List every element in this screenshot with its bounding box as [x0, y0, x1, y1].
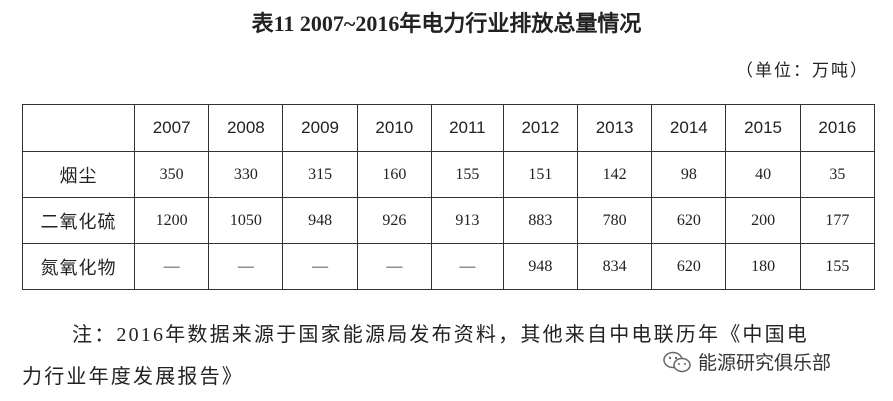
row-name: 氮氧化物 — [22, 243, 135, 290]
value-cell: — — [133, 243, 210, 290]
value-cell: 1050 — [208, 197, 284, 244]
year-header: 2015 — [725, 104, 801, 152]
value-cell: 948 — [282, 197, 358, 244]
year-header: 2016 — [799, 104, 876, 152]
value-cell: 40 — [725, 151, 801, 198]
data-row: 二氧化硫 1200 1050 948 926 913 883 780 620 200 177 — [22, 197, 876, 244]
row-name: 二氧化硫 — [22, 197, 135, 244]
watermark: 能源研究俱乐部 — [662, 348, 831, 375]
value-cell: 200 — [725, 197, 801, 244]
corner-cell — [22, 104, 135, 152]
year-header: 2007 — [133, 104, 210, 152]
value-cell: 155 — [799, 243, 876, 290]
value-cell: 620 — [651, 243, 727, 290]
value-cell: 35 — [799, 151, 876, 198]
value-cell: 834 — [576, 243, 653, 290]
year-header: 2013 — [576, 104, 653, 152]
value-cell: 98 — [651, 151, 727, 198]
unit-label: （单位：万吨） — [736, 61, 869, 80]
value-cell: 155 — [430, 151, 504, 198]
year-header: 2011 — [430, 104, 504, 152]
data-row: 氮氧化物 — — — — —948 834 620 180 155 — [22, 243, 876, 290]
value-cell: — — [208, 243, 284, 290]
value-cell: 330 — [208, 151, 284, 198]
year-header: 2009 — [282, 104, 358, 152]
year-header: 2014 — [651, 104, 727, 152]
value-cell: 926 — [356, 197, 432, 244]
value-cell: — — [356, 243, 432, 290]
row-name: 烟尘 — [22, 151, 135, 198]
header-row: 2007 2008 2009 2010 2011 2012 2013 2014 2015 2016 — [22, 104, 876, 152]
value-cell: 620 — [651, 197, 727, 244]
value-cell: 177 — [799, 197, 876, 244]
year-header: 2010 — [356, 104, 432, 152]
data-table: 2007 2008 2009 2010 2011 2012 2013 2014 2015 2016… — [22, 104, 876, 290]
value-cell: 913 — [430, 197, 504, 244]
value-cell: 142 — [576, 151, 653, 198]
value-cell: 948 — [502, 243, 578, 290]
value-cell: 780 — [576, 197, 653, 244]
data-row: 烟尘 350 330 315 160 155 151 142 98 40 35 — [22, 151, 876, 198]
table-title: 表11 2007~2016年电力行业排放总量情况 — [251, 11, 642, 36]
value-cell: 883 — [502, 197, 578, 244]
value-cell: 350 — [133, 151, 210, 198]
note-line: 注：2016年数据来源于国家能源局发布资料，其他来自中电联历年《中国电 — [72, 324, 809, 346]
value-cell: 151 — [502, 151, 578, 198]
value-cell: 1200 — [133, 197, 210, 244]
year-header: 2012 — [502, 104, 578, 152]
value-cell: — — [282, 243, 358, 290]
wechat-icon — [663, 351, 691, 372]
value-cell: 315 — [282, 151, 358, 198]
value-cell: 160 — [356, 151, 432, 198]
note-line: 力行业年度发展报告》 — [22, 366, 244, 388]
year-header: 2008 — [208, 104, 284, 152]
watermark-text: 能源研究俱乐部 — [698, 352, 832, 374]
value-cell: 180 — [725, 243, 801, 290]
value-cell: — — [430, 243, 504, 290]
